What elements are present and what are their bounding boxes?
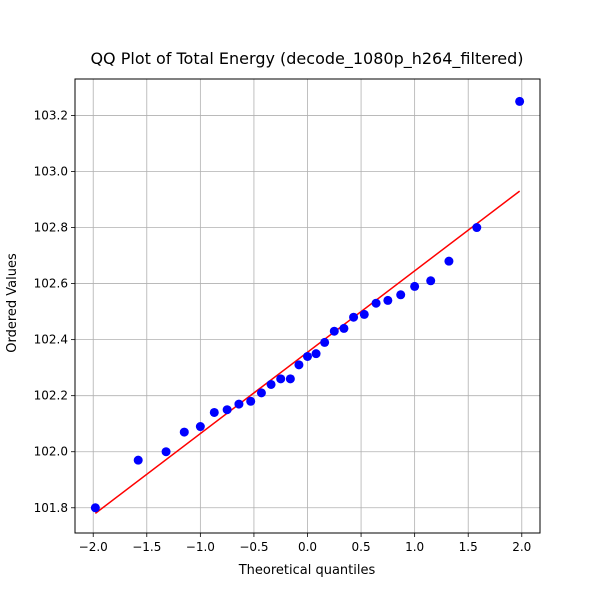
data-point <box>276 374 286 384</box>
data-point <box>311 349 321 359</box>
x-tick-label: 1.0 <box>405 540 424 554</box>
data-point <box>161 447 171 457</box>
data-point <box>410 281 420 291</box>
y-axis-label: Ordered Values <box>5 253 20 353</box>
x-tick-label: 0.0 <box>298 540 317 554</box>
x-axis-ticks: −2.0 −1.5 −1.0 −0.5 0.0 0.5 1.0 1.5 2.0 <box>79 533 531 554</box>
data-point <box>339 323 349 333</box>
grid-lines <box>75 79 540 533</box>
data-point <box>515 96 525 106</box>
data-point <box>222 405 232 415</box>
y-tick-label: 103.2 <box>34 108 68 122</box>
data-point <box>195 422 205 432</box>
x-tick-label: −1.0 <box>186 540 215 554</box>
x-tick-label: 0.5 <box>352 540 371 554</box>
y-tick-label: 102.6 <box>34 277 68 291</box>
data-point <box>426 276 436 286</box>
data-point <box>209 407 219 417</box>
data-point <box>329 326 339 336</box>
x-axis-label: Theoretical quantiles <box>238 563 376 578</box>
data-point <box>246 396 256 406</box>
data-point <box>133 455 143 465</box>
y-axis-ticks: 101.8 102.0 102.2 102.4 102.6 102.8 103.0 103.2 <box>34 108 75 515</box>
y-tick-label: 101.8 <box>34 501 68 515</box>
data-point <box>285 374 295 384</box>
y-tick-label: 102.4 <box>34 333 68 347</box>
y-tick-label: 102.2 <box>34 389 68 403</box>
y-tick-label: 102.8 <box>34 221 68 235</box>
data-point <box>303 351 312 361</box>
x-tick-label: −1.5 <box>132 540 161 554</box>
data-point <box>294 360 304 370</box>
data-point <box>371 298 381 308</box>
data-point <box>349 312 359 322</box>
data-point <box>179 427 189 437</box>
data-point <box>234 399 244 409</box>
data-points <box>90 96 525 513</box>
data-point <box>90 503 100 513</box>
data-point <box>444 256 454 266</box>
x-tick-label: 1.5 <box>459 540 478 554</box>
data-point <box>266 379 276 389</box>
x-tick-label: −0.5 <box>239 540 268 554</box>
x-tick-label: 2.0 <box>512 540 531 554</box>
data-point <box>359 309 369 319</box>
chart-title: QQ Plot of Total Energy (decode_1080p_h2… <box>90 49 523 69</box>
data-point <box>320 337 330 347</box>
x-tick-label: −2.0 <box>79 540 108 554</box>
y-tick-label: 102.0 <box>34 445 68 459</box>
data-point <box>256 388 266 398</box>
data-point <box>472 223 482 233</box>
y-tick-label: 103.0 <box>34 164 68 178</box>
data-point <box>383 295 393 305</box>
data-point <box>396 290 406 300</box>
